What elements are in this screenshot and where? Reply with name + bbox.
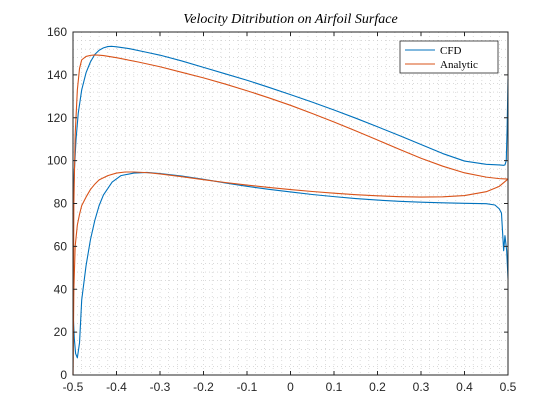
x-tick-label: -0.4: [106, 380, 127, 394]
x-tick-label: -0.2: [193, 380, 214, 394]
x-tick-label: -0.3: [150, 380, 171, 394]
y-tick-label: 160: [47, 25, 67, 39]
x-tick-label: 0.1: [326, 380, 343, 394]
legend: CFD Analytic: [400, 41, 498, 73]
axes-background: [73, 32, 508, 375]
x-tick-label: 0: [287, 380, 294, 394]
y-tick-label: 20: [54, 325, 68, 339]
x-tick-label: 0.5: [500, 380, 517, 394]
legend-label-analytic: Analytic: [440, 59, 478, 71]
legend-label-cfd: CFD: [440, 45, 461, 57]
x-tick-label: 0.2: [369, 380, 386, 394]
y-tick-label: 140: [47, 68, 67, 82]
x-tick-label: 0.4: [456, 380, 473, 394]
y-tick-label: 80: [54, 197, 68, 211]
y-tick-label: 100: [47, 154, 67, 168]
y-tick-label: 60: [54, 239, 68, 253]
x-tick-label: -0.5: [63, 380, 84, 394]
x-tick-label: -0.1: [237, 380, 258, 394]
y-tick-label: 40: [54, 282, 68, 296]
plot-area: -0.5 -0.4 -0.3 -0.2 -0.1 0 0.1 0.2 0.3 0.4 0.5 0 20 4…: [47, 25, 517, 394]
chart-title: Velocity Ditribution on Airfoil Surface: [183, 12, 397, 27]
x-tick-label: 0.3: [413, 380, 430, 394]
y-tick-label: 120: [47, 111, 67, 125]
y-tick-label: 0: [60, 368, 67, 382]
